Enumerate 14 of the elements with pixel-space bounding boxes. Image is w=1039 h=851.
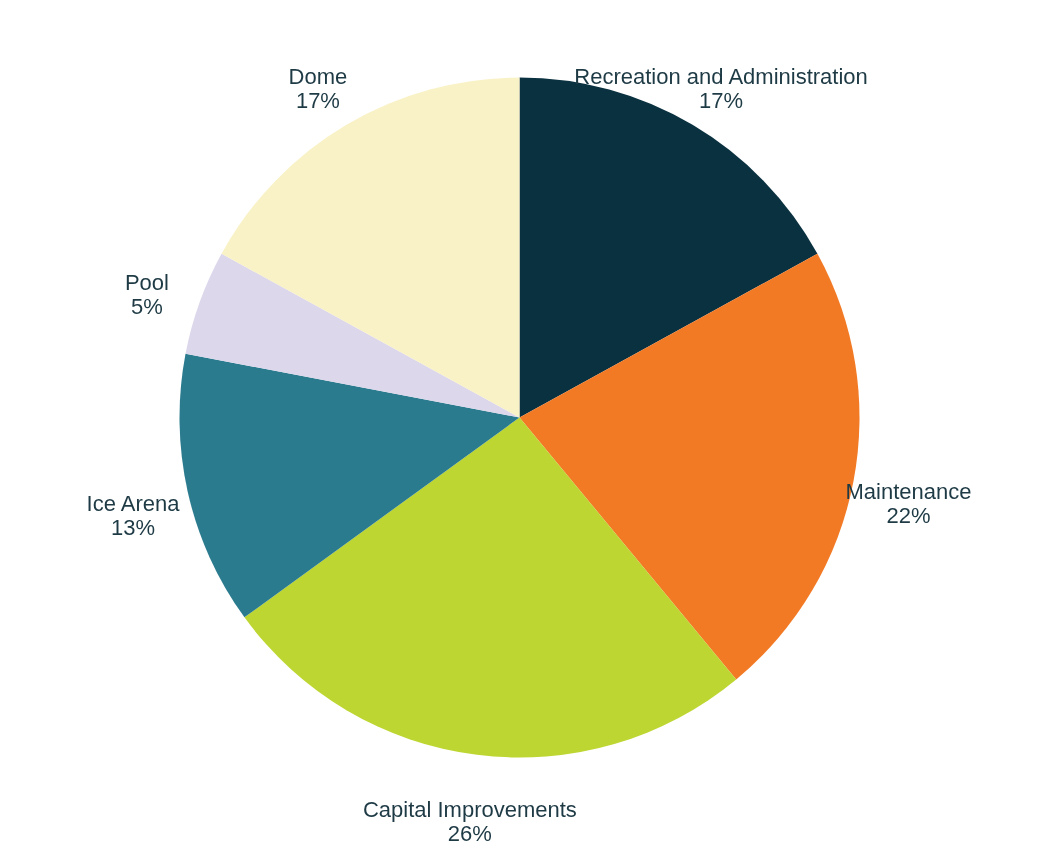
pie-slice: [185, 253, 520, 418]
slice-label: Recreation and Administration: [574, 63, 868, 89]
data-label: 5%: [131, 294, 163, 320]
data-label: 17%: [295, 87, 340, 113]
data-label: 13%: [111, 514, 156, 540]
data-label: 17%: [699, 87, 744, 113]
slice-label: Capital Improvements: [362, 797, 577, 823]
data-label: 26%: [447, 821, 492, 847]
pie-slice: [244, 417, 737, 757]
slice-label: Dome: [288, 63, 348, 89]
pie-slice: [179, 353, 520, 618]
slice-label: Pool: [124, 270, 169, 296]
data-label: 22%: [886, 502, 931, 528]
slice-label: Ice Arena: [86, 490, 181, 516]
